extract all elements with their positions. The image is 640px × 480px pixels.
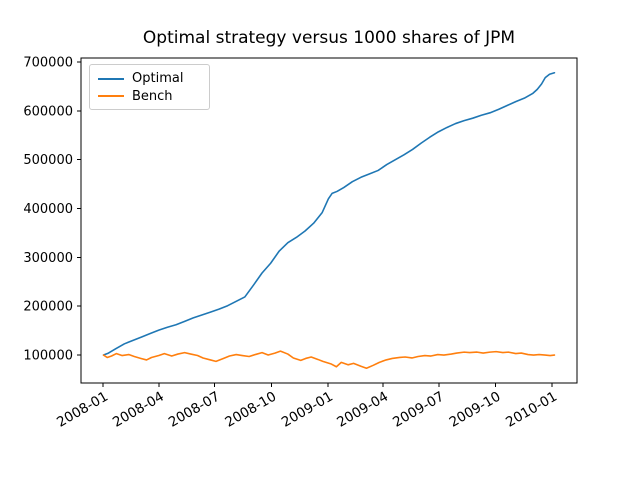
optimal-line-swatch [98, 77, 124, 80]
y-tick-label: 700000 [23, 56, 73, 71]
x-tick-label: 2008-04 [110, 389, 167, 431]
x-tick-label: 2009-10 [447, 389, 504, 431]
legend-item-optimal: Optimal [98, 70, 201, 88]
x-tick-label: 2009-01 [279, 389, 336, 431]
x-tick-label: 2008-07 [166, 389, 223, 431]
x-tick-label: 2008-01 [54, 389, 111, 431]
x-tick-label: 2009-04 [334, 389, 391, 431]
legend-label-bench: Bench [132, 88, 173, 104]
x-tick-label: 2010-01 [503, 389, 560, 431]
bench-line-swatch [98, 95, 124, 98]
x-tick-label: 2008-10 [222, 389, 279, 431]
y-tick-label: 500000 [23, 153, 73, 168]
x-tick-label: 2009-07 [390, 389, 447, 431]
y-tick-label: 300000 [23, 251, 73, 266]
y-tick-label: 200000 [23, 300, 73, 315]
bench-line [102, 350, 556, 370]
chart-title: Optimal strategy versus 1000 shares of J… [142, 28, 516, 48]
y-tick-label: 100000 [23, 349, 73, 364]
legend: Optimal Bench [89, 64, 210, 110]
y-tick-label: 400000 [23, 202, 73, 217]
legend-label-optimal: Optimal [132, 71, 184, 87]
optimal-line [102, 71, 556, 356]
legend-item-bench: Bench [98, 88, 201, 106]
axes-spines [80, 57, 578, 384]
y-tick-label: 600000 [23, 104, 73, 119]
